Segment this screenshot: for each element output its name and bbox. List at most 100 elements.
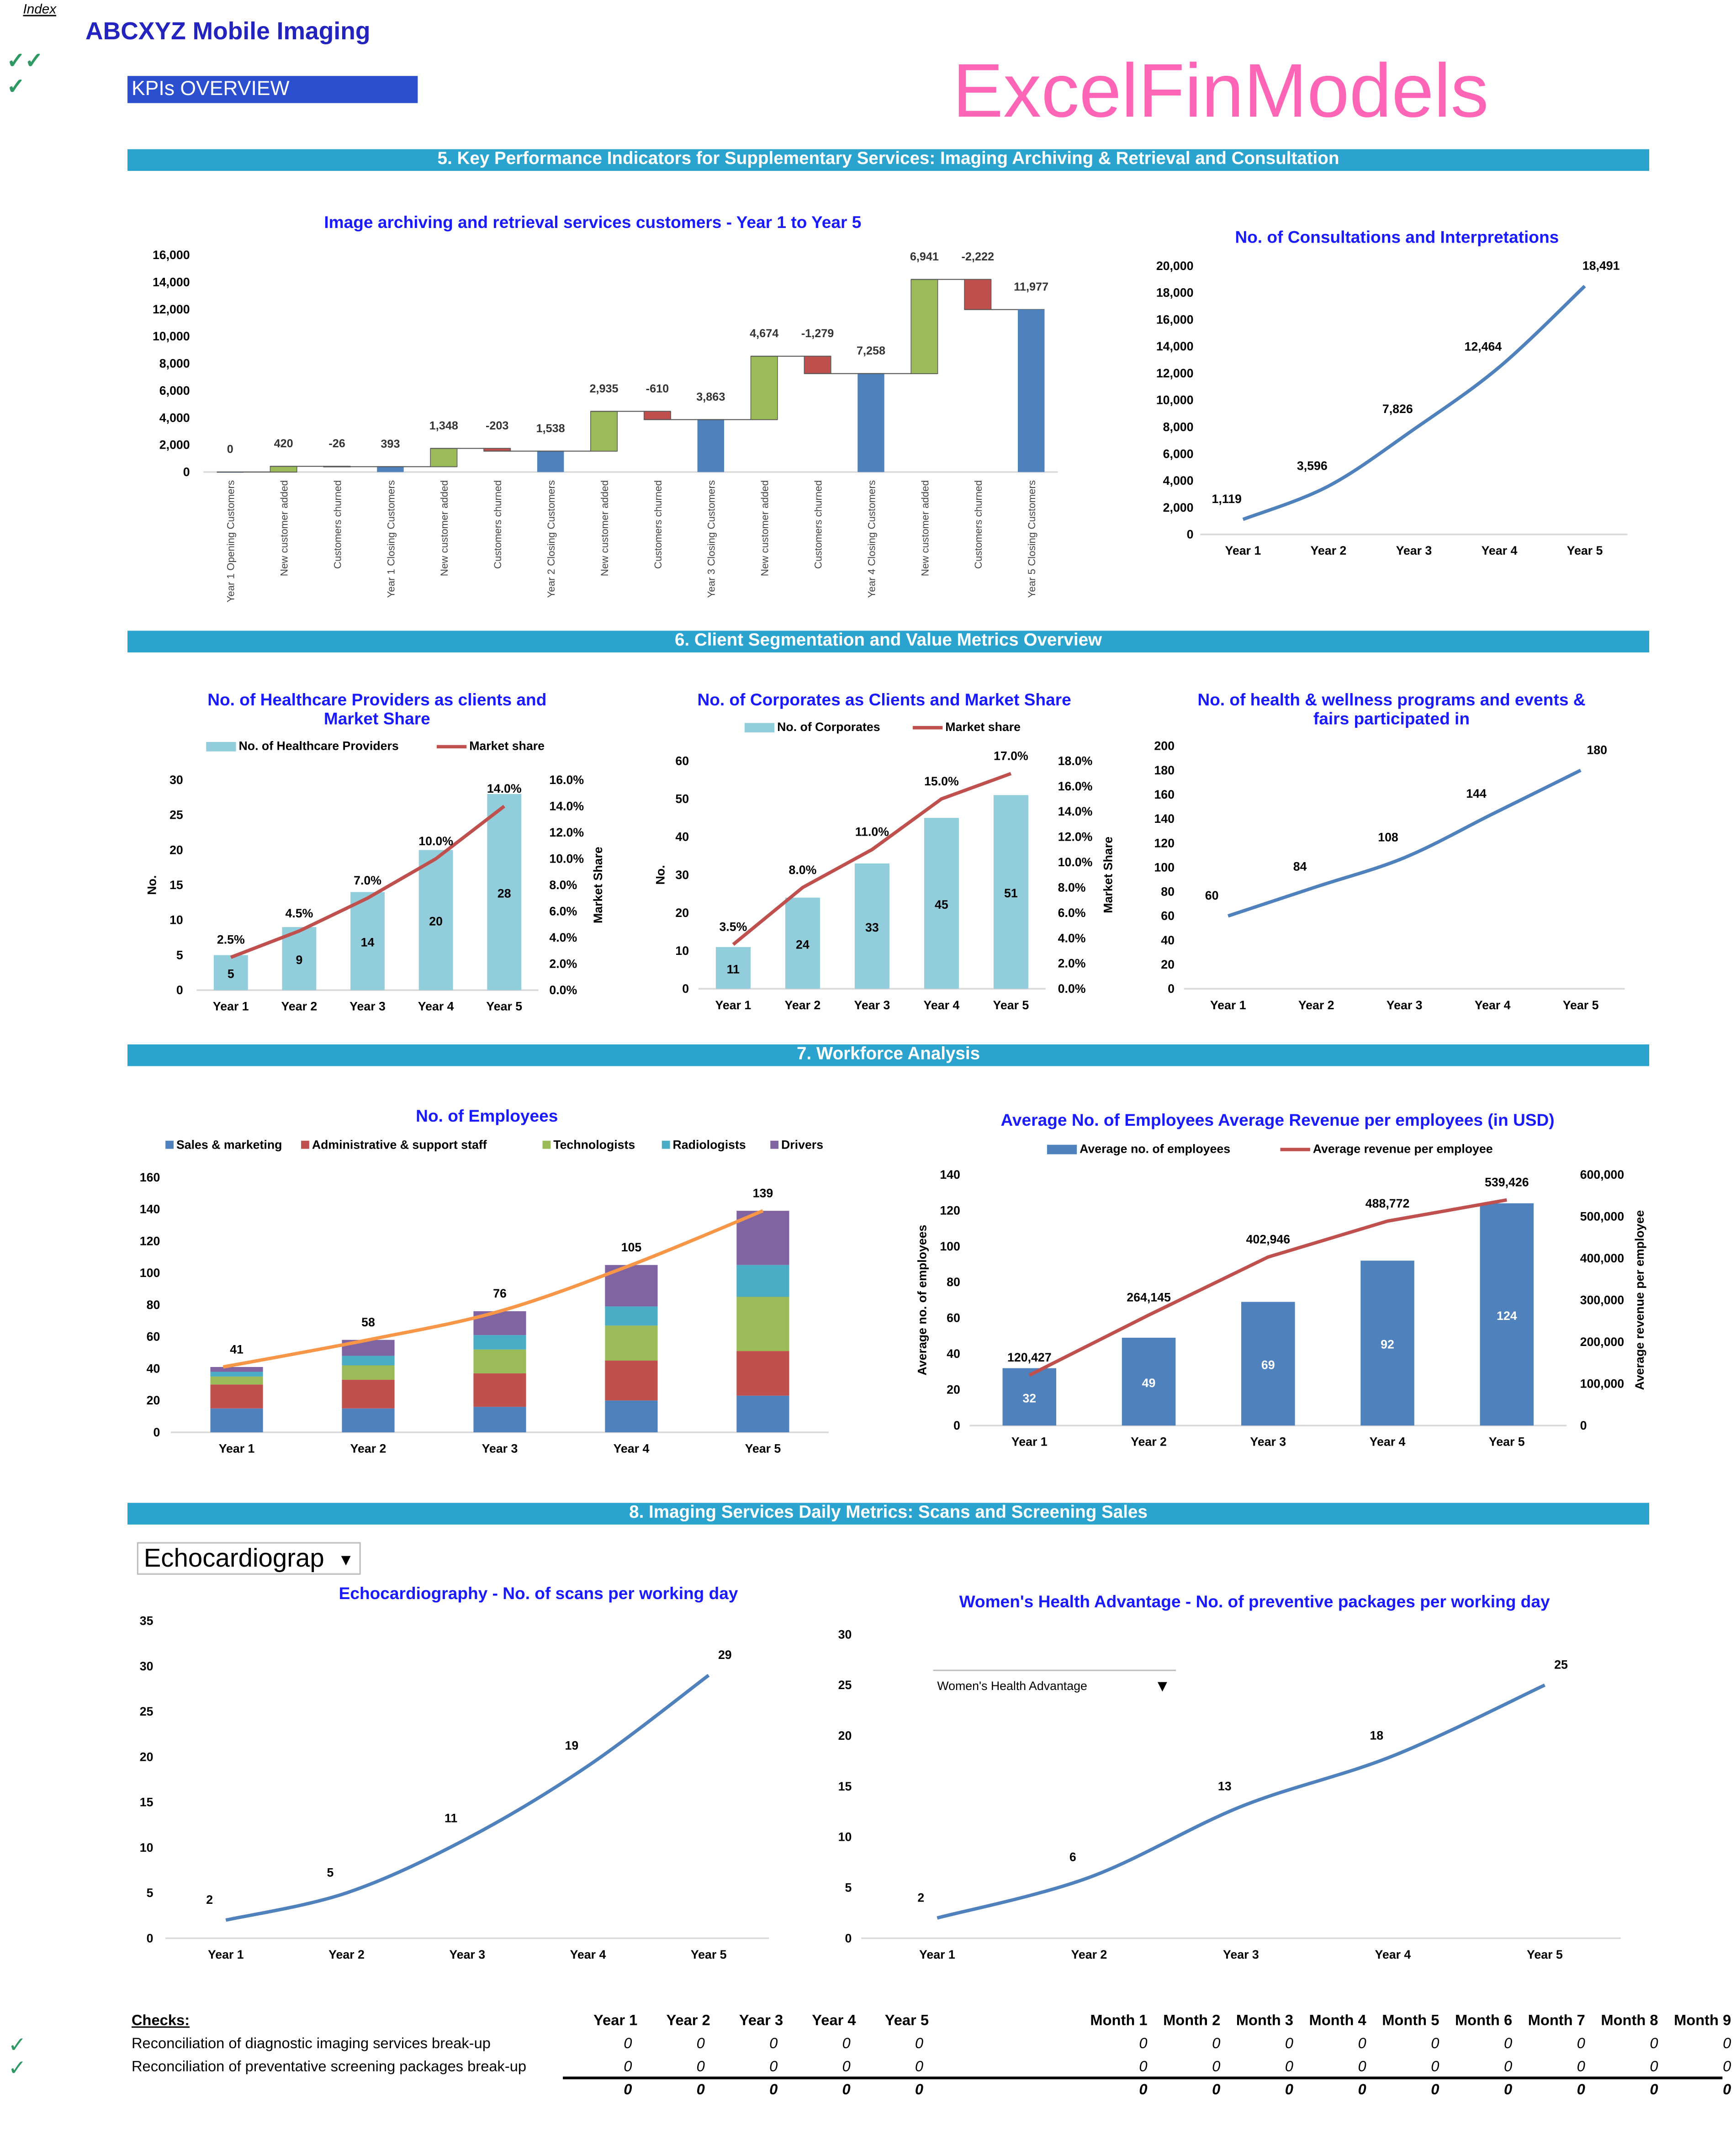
x-tick-label: Year 4 <box>418 1000 454 1013</box>
y-tick-label: 2,000 <box>1163 501 1194 514</box>
stacked-segment <box>210 1367 263 1372</box>
y-tick-label: 10 <box>169 913 183 927</box>
line-value-label: 7.0% <box>354 874 381 887</box>
check-value: 0 <box>1431 2059 1440 2076</box>
bar <box>1002 1368 1057 1426</box>
waterfall-bar <box>270 466 297 472</box>
y-tick-label: 140 <box>1154 812 1175 826</box>
check-total: 0 <box>1139 2082 1148 2098</box>
total-line <box>222 1209 764 1369</box>
waterfall-bar <box>964 279 992 310</box>
bar <box>854 863 889 989</box>
data-label: 4,674 <box>750 327 778 340</box>
legend-swatch <box>1047 1144 1077 1155</box>
x-tick-label: Year 1 Closing Customers <box>385 480 397 598</box>
month-header: Month 7 <box>1528 2013 1585 2029</box>
month-header: Month 9 <box>1674 2013 1731 2029</box>
data-label: 2 <box>206 1893 213 1907</box>
y-tick-label: 20 <box>169 843 183 857</box>
check-row-label: Reconciliation of preventative screening… <box>131 2059 527 2076</box>
x-tick-label: Year 4 <box>570 1948 606 1961</box>
line-value-label: 264,145 <box>1127 1291 1171 1304</box>
y2-tick-label: 6.0% <box>1058 906 1086 920</box>
service-dropdown[interactable]: Echocardiograp ▼ <box>137 1542 361 1575</box>
bar <box>924 818 959 989</box>
waterfall-bar <box>590 411 618 452</box>
stacked-segment <box>342 1365 395 1380</box>
index-link[interactable]: Index <box>23 2 57 18</box>
x-tick-label: Year 5 <box>486 1000 522 1013</box>
check-total: 0 <box>1650 2082 1658 2098</box>
chart-3: No. of Corporates as Clients and Market … <box>654 690 1115 1012</box>
check-total: 0 <box>1503 2082 1513 2098</box>
month-header: Month 2 <box>1163 2013 1221 2029</box>
data-label: 18 <box>1370 1729 1383 1743</box>
y-tick-label: 4,000 <box>1163 474 1194 487</box>
check-total: 0 <box>1723 2082 1731 2098</box>
y2-tick-label: 16.0% <box>1058 779 1093 793</box>
check-value: 0 <box>1723 2036 1731 2052</box>
month-header: Month 1 <box>1090 2013 1148 2029</box>
x-tick-label: Year 2 <box>328 1948 365 1961</box>
data-label: 25 <box>1554 1658 1568 1672</box>
y-tick-label: 160 <box>1154 788 1175 801</box>
chevron-down-icon: ▼ <box>1154 1676 1171 1695</box>
stacked-segment <box>473 1349 526 1373</box>
section-header-5: 5. Key Performance Indicators for Supple… <box>127 148 1649 171</box>
y-tick-label: 35 <box>140 1614 153 1628</box>
data-label: 6 <box>1069 1850 1076 1864</box>
line-value-label: 10.0% <box>418 834 453 848</box>
y-tick-label: 25 <box>140 1705 153 1718</box>
line-value-label: 2.5% <box>217 933 245 947</box>
data-label: 3,863 <box>696 391 725 403</box>
check-value: 0 <box>1212 2036 1221 2052</box>
x-tick-label: Year 5 <box>691 1948 727 1961</box>
y-tick-label: 20 <box>1161 958 1175 971</box>
watermark: ExcelFinModels <box>953 48 1488 133</box>
check-value: 0 <box>624 2059 632 2076</box>
package-dropdown[interactable]: Women's Health Advantage ▼ <box>933 1669 1176 1700</box>
check-value: 0 <box>1650 2059 1658 2076</box>
x-tick-label: Year 3 <box>449 1948 485 1961</box>
y-tick-label: 0 <box>183 465 190 479</box>
data-label: 18,491 <box>1583 259 1620 273</box>
total-label: 76 <box>493 1287 507 1300</box>
y-tick-label: 0 <box>953 1419 960 1432</box>
data-label: 2 <box>917 1891 924 1904</box>
y2-tick-label: 0.0% <box>549 983 577 997</box>
bar-value-label: 45 <box>935 898 948 911</box>
y2-tick-label: 2.0% <box>549 957 577 971</box>
y-tick-label: 30 <box>675 868 689 882</box>
check-value: 0 <box>696 2036 705 2052</box>
x-tick-label: Year 1 <box>208 1948 244 1961</box>
y-tick-label: 0 <box>1187 528 1194 541</box>
bar-value-label: 124 <box>1497 1309 1517 1323</box>
legend-label: Radiologists <box>673 1138 746 1152</box>
x-tick-label: Year 5 <box>1489 1435 1525 1449</box>
stacked-segment <box>605 1361 658 1401</box>
bar-value-label: 20 <box>429 915 443 928</box>
line-value-label: 120,427 <box>1007 1351 1052 1364</box>
y-tick-label: 2,000 <box>159 438 190 452</box>
x-tick-label: Customers churned <box>652 480 664 569</box>
y2-tick-label: 8.0% <box>549 878 577 892</box>
y-tick-label: 100 <box>940 1240 960 1253</box>
x-tick-label: Year 4 <box>1482 544 1518 557</box>
legend-swatch <box>542 1140 551 1149</box>
section-header-7: 7. Workforce Analysis <box>127 1044 1649 1066</box>
legend-label: Average revenue per employee <box>1313 1142 1493 1155</box>
y-tick-label: 120 <box>940 1203 960 1217</box>
y-tick-label: 40 <box>675 830 689 844</box>
y-tick-label: 10 <box>838 1830 852 1844</box>
check-value: 0 <box>1139 2059 1148 2076</box>
y-tick-label: 18,000 <box>1156 286 1194 300</box>
bar <box>1360 1261 1414 1426</box>
x-tick-label: Year 1 <box>919 1948 955 1961</box>
x-tick-label: Year 5 <box>993 998 1029 1012</box>
data-label: 3,596 <box>1297 459 1328 472</box>
check-value: 0 <box>1212 2059 1221 2076</box>
y-tick-label: 0 <box>1168 982 1175 996</box>
check-value: 0 <box>1285 2059 1293 2076</box>
stacked-segment <box>736 1297 789 1351</box>
